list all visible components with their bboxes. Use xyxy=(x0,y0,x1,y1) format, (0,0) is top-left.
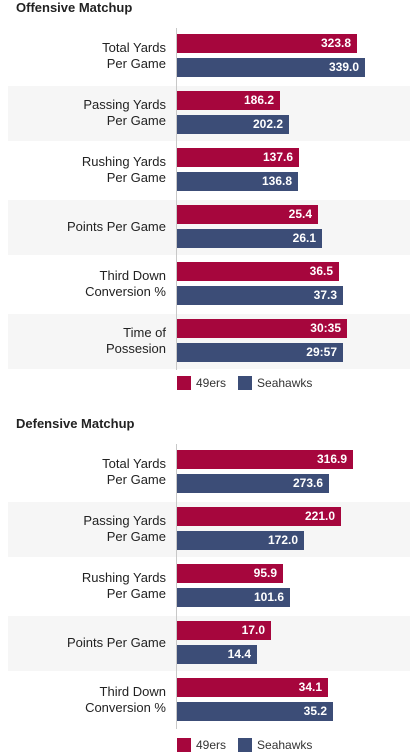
category-label: Passing Yards Per Game xyxy=(83,97,166,128)
bar-team-b: 339.0 xyxy=(177,58,365,77)
bar-team-b: 101.6 xyxy=(177,588,290,607)
bar-team-b: 35.2 xyxy=(177,702,333,721)
category-label: Third Down Conversion % xyxy=(85,268,166,299)
bar-team-b: 273.6 xyxy=(177,474,329,493)
legend-item: Seahawks xyxy=(238,738,312,752)
category-label: Total Yards Per Game xyxy=(102,456,166,487)
bar-team-a: 137.6 xyxy=(177,148,299,167)
bar-team-b: 29:57 xyxy=(177,343,343,362)
bar-team-a: 95.9 xyxy=(177,564,283,583)
bar-team-a: 316.9 xyxy=(177,450,353,469)
legend: 49ers Seahawks xyxy=(177,738,324,752)
bar-team-a: 34.1 xyxy=(177,678,328,697)
bar-team-a: 323.8 xyxy=(177,34,357,53)
category-label: Time of Possesion xyxy=(106,325,166,356)
legend-label: Seahawks xyxy=(257,738,313,752)
chart-title: Offensive Matchup xyxy=(16,0,133,15)
legend-item: Seahawks xyxy=(238,376,312,390)
bar-team-b: 14.4 xyxy=(177,645,257,664)
chart-title: Defensive Matchup xyxy=(16,416,135,431)
bar-team-b: 136.8 xyxy=(177,172,298,191)
legend-label: Seahawks xyxy=(257,376,313,390)
bar-team-a: 17.0 xyxy=(177,621,271,640)
legend-label: 49ers xyxy=(196,376,227,390)
bar-team-a: 186.2 xyxy=(177,91,280,110)
bar-team-b: 172.0 xyxy=(177,531,304,550)
legend-swatch xyxy=(238,738,253,752)
legend: 49ers Seahawks xyxy=(177,376,324,390)
legend-label: 49ers xyxy=(196,738,227,752)
bar-team-a: 25.4 xyxy=(177,205,318,224)
axis-line xyxy=(176,28,177,370)
bar-team-b: 202.2 xyxy=(177,115,289,134)
legend-swatch xyxy=(177,738,191,752)
bar-team-b: 26.1 xyxy=(177,229,322,248)
bar-team-b: 37.3 xyxy=(177,286,343,305)
bar-team-a: 36.5 xyxy=(177,262,339,281)
legend-swatch xyxy=(177,376,191,390)
category-label: Total Yards Per Game xyxy=(102,40,166,71)
bar-team-a: 221.0 xyxy=(177,507,341,526)
category-label: Rushing Yards Per Game xyxy=(81,570,166,601)
legend-item: 49ers xyxy=(177,738,226,752)
category-label: Points Per Game xyxy=(67,219,166,234)
bar-team-a: 30:35 xyxy=(177,319,347,338)
category-label: Third Down Conversion % xyxy=(85,684,166,715)
legend-swatch xyxy=(238,376,253,390)
axis-line xyxy=(176,444,177,729)
legend-item: 49ers xyxy=(177,376,226,390)
category-label: Points Per Game xyxy=(67,635,166,650)
category-label: Passing Yards Per Game xyxy=(83,513,166,544)
category-label: Rushing Yards Per Game xyxy=(81,154,166,185)
